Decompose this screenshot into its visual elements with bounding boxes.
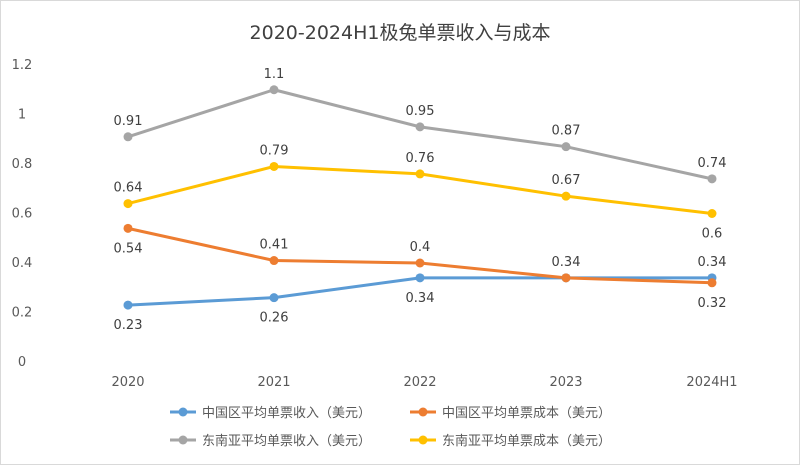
data-point — [123, 223, 133, 233]
legend-item: 中国区平均单票收入（美元） — [170, 406, 371, 421]
legend: 中国区平均单票收入（美元） 中国区平均单票成本（美元） 东南亚平均单票收入（美元） 东… — [170, 406, 611, 449]
data-label: 0.54 — [114, 241, 143, 256]
data-point — [415, 169, 425, 179]
chart-title: 2020-2024H1极兔单票收入与成本 — [250, 22, 551, 44]
y-tick-label: 0.2 — [12, 306, 33, 321]
x-tick-label: 2020 — [111, 375, 144, 390]
data-point — [415, 122, 425, 132]
x-tick-label: 2024H1 — [686, 375, 737, 390]
legend-label: 东南亚平均单票收入（美元） — [202, 433, 371, 449]
data-point — [561, 273, 571, 283]
data-label: 0.26 — [260, 311, 289, 326]
x-tick-label: 2021 — [257, 375, 290, 390]
data-label: 0.34 — [406, 291, 435, 306]
series-lines — [126, 88, 714, 307]
data-point — [707, 174, 717, 184]
y-tick-label: 0.6 — [12, 207, 33, 222]
data-label: 0.41 — [260, 238, 289, 253]
data-label: 0.76 — [406, 151, 435, 166]
data-point — [269, 256, 279, 266]
data-point — [415, 273, 425, 283]
series-points — [123, 85, 717, 310]
legend-label: 中国区平均单票收入（美元） — [202, 406, 371, 421]
data-point — [123, 132, 133, 142]
y-axis-ticks: 0 0.2 0.4 0.6 0.8 1 1.2 — [12, 58, 33, 370]
data-label: 1.1 — [264, 67, 285, 82]
legend-marker — [178, 407, 188, 417]
data-label: 0.32 — [698, 296, 727, 311]
legend-marker — [418, 407, 428, 417]
data-label: 0.4 — [410, 240, 431, 255]
y-tick-label: 0.8 — [12, 157, 33, 172]
data-point — [707, 209, 717, 218]
data-point — [561, 142, 571, 152]
data-labels: 0.23 0.26 0.34 0.34 0.54 0.41 0.4 0.34 0.32 0.91 1… — [114, 67, 727, 333]
x-tick-label: 2022 — [403, 375, 436, 390]
data-point — [415, 258, 425, 268]
legend-item: 中国区平均单票成本（美元） — [410, 406, 611, 421]
data-label: 0.23 — [114, 318, 143, 333]
data-point — [269, 293, 279, 303]
legend-marker — [178, 435, 188, 445]
data-label: 0.34 — [698, 255, 727, 270]
x-tick-label: 2023 — [549, 375, 582, 390]
y-tick-label: 0 — [18, 355, 26, 370]
data-label: 0.64 — [114, 181, 143, 196]
data-point — [561, 191, 571, 201]
data-label: 0.6 — [702, 227, 723, 242]
legend-label: 东南亚平均单票成本（美元） — [442, 433, 611, 449]
legend-marker — [418, 435, 428, 445]
data-point — [123, 300, 133, 310]
y-tick-label: 1.2 — [12, 58, 33, 73]
y-tick-label: 0.4 — [12, 256, 33, 271]
legend-item: 东南亚平均单票收入（美元） — [170, 433, 371, 449]
legend-label: 中国区平均单票成本（美元） — [442, 406, 611, 421]
data-label: 0.74 — [698, 156, 727, 171]
data-point — [707, 278, 717, 288]
data-point — [123, 199, 133, 209]
data-label: 0.87 — [552, 124, 581, 139]
data-label: 0.34 — [552, 255, 581, 270]
legend-item: 东南亚平均单票成本（美元） — [410, 433, 611, 449]
data-label: 0.95 — [406, 104, 435, 119]
data-label: 0.79 — [260, 143, 289, 158]
y-tick-label: 1 — [18, 108, 26, 123]
data-point — [269, 85, 279, 95]
data-point — [269, 161, 279, 171]
x-axis-ticks: 2020 2021 2022 2023 2024H1 — [111, 375, 737, 390]
data-label: 0.67 — [552, 173, 581, 188]
data-label: 0.91 — [114, 114, 143, 129]
